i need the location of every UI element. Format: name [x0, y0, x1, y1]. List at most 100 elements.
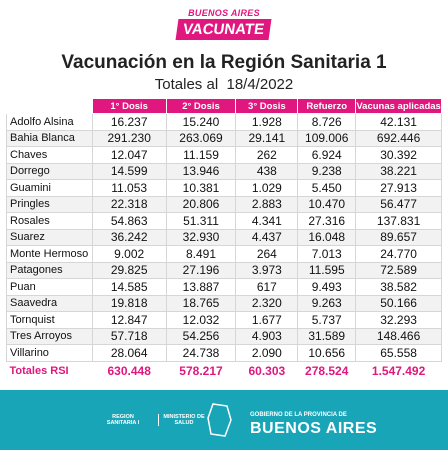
- cell-value: 24.738: [165, 344, 237, 362]
- row-label: Tres Arroyos: [6, 327, 93, 345]
- total-label: Totales RSI: [9, 364, 69, 377]
- cell-value: 54.256: [165, 327, 237, 345]
- cell-value: 2.883: [235, 195, 299, 213]
- gov-label: GOBIERNO DE LA PROVINCIA DE: [250, 412, 347, 418]
- cell-value: 38.221: [355, 162, 442, 180]
- row-label: Bahia Blanca: [6, 129, 93, 147]
- column-header: 2° Dosis: [165, 98, 237, 114]
- cell-value: 9.002: [91, 245, 167, 263]
- cell-value: 30.392: [355, 146, 442, 164]
- cell-value: 42.131: [355, 113, 442, 131]
- cell-value: 263.069: [165, 129, 237, 147]
- cell-value: 14.599: [91, 162, 167, 180]
- cell-value: 15.240: [165, 113, 237, 131]
- cell-value: 1.677: [235, 311, 299, 329]
- cell-value: 2.090: [235, 344, 299, 362]
- row-label: Patagones: [6, 261, 93, 279]
- cell-value: 10.656: [297, 344, 357, 362]
- cell-value: 264: [235, 245, 299, 263]
- column-header: Vacunas aplicadas: [355, 98, 442, 114]
- title: Vacunación en la Región Sanitaria 1: [61, 52, 387, 73]
- cell-value: 4.437: [235, 228, 299, 246]
- vaccination-table: 1° Dosis 2° Dosis 3° Dosis Refuerzo Vacunas …: [6, 98, 442, 380]
- cell-value: 5.737: [297, 311, 357, 329]
- logo-bottom: VACUNATE: [175, 19, 273, 40]
- cell-value: 6.924: [297, 146, 357, 164]
- footer: REGION SANITARIA I MINISTERIO DE SALUD G…: [0, 390, 448, 450]
- table-row: Guamini 11.053 10.381 1.029 5.450 27.913: [6, 179, 442, 197]
- column-header: 3° Dosis: [235, 98, 299, 114]
- table-row: Patagones 29.825 27.196 3.973 11.595 72.589: [6, 261, 442, 279]
- cell-value: 27.913: [355, 179, 442, 197]
- cell-value: 32.293: [355, 311, 442, 329]
- cell-value: 12.047: [91, 146, 167, 164]
- cell-value: 27.316: [297, 212, 357, 230]
- cell-value: 11.053: [91, 179, 167, 197]
- cell-value: 56.477: [355, 195, 442, 213]
- cell-value: 50.166: [355, 294, 442, 312]
- header-row: 1° Dosis 2° Dosis 3° Dosis Refuerzo Vacunas …: [6, 98, 442, 114]
- cell-value: 27.196: [165, 261, 237, 279]
- cell-value: 29.141: [235, 129, 299, 147]
- cell-value: 1.928: [235, 113, 299, 131]
- table-row: Rosales 54.863 51.311 4.341 27.316 137.831: [6, 212, 442, 230]
- cell-value: 13.887: [165, 278, 237, 296]
- cell-value: 65.558: [355, 344, 442, 362]
- cell-value: 51.311: [165, 212, 237, 230]
- table-row: Saavedra 19.818 18.765 2.320 9.263 50.166: [6, 294, 442, 312]
- cell-value: 16.048: [297, 228, 357, 246]
- table-row: Suarez 36.242 32.930 4.437 16.048 89.657: [6, 228, 442, 246]
- cell-value: 3.973: [235, 261, 299, 279]
- total-value: 578.217: [179, 363, 223, 378]
- table-row: Villarino 28.064 24.738 2.090 10.656 65.558: [6, 344, 442, 362]
- cell-value: 9.493: [297, 278, 357, 296]
- cell-value: 11.595: [297, 261, 357, 279]
- cell-value: 19.818: [91, 294, 167, 312]
- cell-value: 10.381: [165, 179, 237, 197]
- cell-value: 109.006: [297, 129, 357, 147]
- table-row: Bahia Blanca 291.230 263.069 29.141 109.006 6…: [6, 129, 442, 147]
- cell-value: 22.318: [91, 195, 167, 213]
- row-label: Dorrego: [6, 162, 93, 180]
- logo-top: BUENOS AIRES: [188, 8, 260, 18]
- row-label: Monte Hermoso: [6, 245, 93, 263]
- cell-value: 12.847: [91, 311, 167, 329]
- cell-value: 36.242: [91, 228, 167, 246]
- table-row: Tres Arroyos 57.718 54.256 4.903 31.589 148.4…: [6, 327, 442, 345]
- cell-value: 14.585: [91, 278, 167, 296]
- cell-value: 8.491: [165, 245, 237, 263]
- cell-value: 11.159: [165, 146, 237, 164]
- cell-value: 31.589: [297, 327, 357, 345]
- subtitle: Totales al 18/4/2022: [154, 76, 294, 93]
- cell-value: 438: [235, 162, 299, 180]
- row-label: Rosales: [6, 212, 93, 230]
- table-row: Adolfo Alsina 16.237 15.240 1.928 8.726 42.13…: [6, 113, 442, 131]
- blank-header: [6, 98, 93, 114]
- total-value: 630.448: [107, 363, 151, 378]
- cell-value: 28.064: [91, 344, 167, 362]
- table-row: Pringles 22.318 20.806 2.883 10.470 56.477: [6, 195, 442, 213]
- cell-value: 54.863: [91, 212, 167, 230]
- cell-value: 148.466: [355, 327, 442, 345]
- cell-value: 12.032: [165, 311, 237, 329]
- table-row: Monte Hermoso 9.002 8.491 264 7.013 24.770: [6, 245, 442, 263]
- row-label: Guamini: [6, 179, 93, 197]
- cell-value: 38.582: [355, 278, 442, 296]
- cell-value: 20.806: [165, 195, 237, 213]
- cell-value: 7.013: [297, 245, 357, 263]
- region-label: REGION SANITARIA I: [106, 414, 140, 426]
- cell-value: 137.831: [355, 212, 442, 230]
- cell-value: 57.718: [91, 327, 167, 345]
- table-row: Puan 14.585 13.887 617 9.493 38.582: [6, 278, 442, 296]
- table-row: Tornquist 12.847 12.032 1.677 5.737 32.293: [6, 311, 442, 329]
- row-label: Pringles: [6, 195, 93, 213]
- cell-value: 1.029: [235, 179, 299, 197]
- cell-value: 16.237: [91, 113, 167, 131]
- cell-value: 617: [235, 278, 299, 296]
- cell-value: 32.930: [165, 228, 237, 246]
- row-label: Chaves: [6, 146, 93, 164]
- cell-value: 262: [235, 146, 299, 164]
- total-value: 60.303: [248, 363, 286, 378]
- cell-value: 4.341: [235, 212, 299, 230]
- row-label: Suarez: [6, 228, 93, 246]
